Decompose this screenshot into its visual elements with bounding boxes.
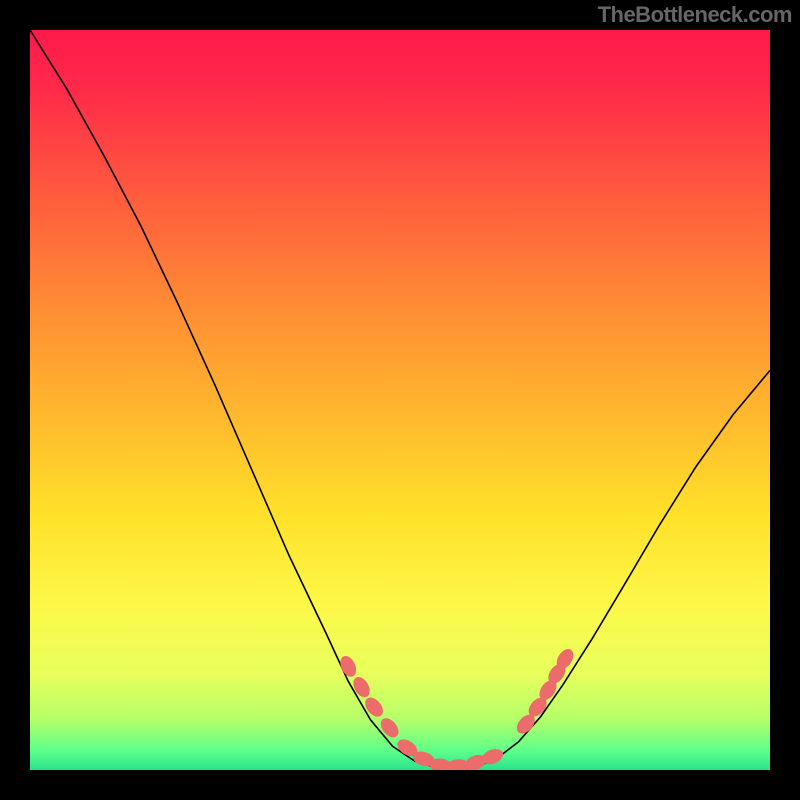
curve-marker: [350, 674, 373, 700]
bottleneck-curve: [30, 30, 770, 770]
curve-layer: [30, 30, 770, 770]
curve-marker: [362, 694, 387, 720]
watermark-text: TheBottleneck.com: [598, 2, 792, 28]
plot-area: [30, 30, 770, 770]
curve-marker: [377, 715, 402, 741]
marker-group: [337, 646, 577, 770]
chart-frame: TheBottleneck.com: [0, 0, 800, 800]
